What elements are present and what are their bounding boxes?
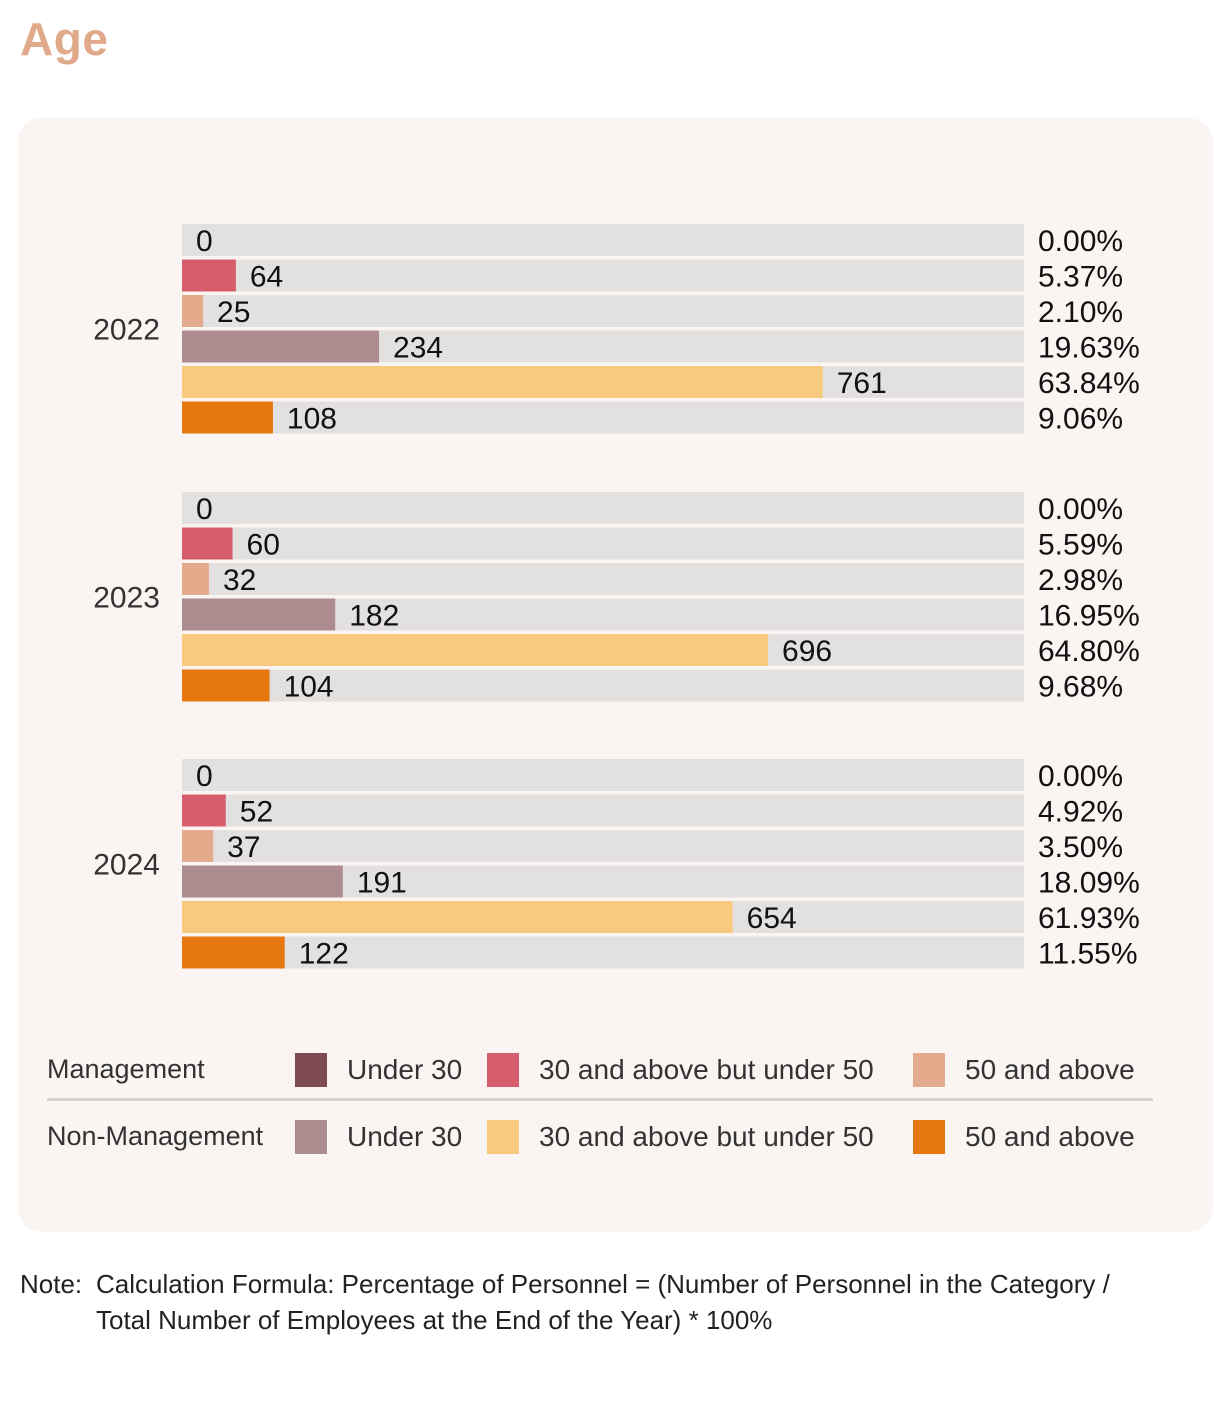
percent-label: 18.09% bbox=[1038, 867, 1140, 900]
bar bbox=[182, 401, 273, 434]
bar-track bbox=[182, 224, 1024, 256]
data-label: 25 bbox=[217, 296, 250, 329]
legend-divider bbox=[47, 1098, 1153, 1101]
bar bbox=[182, 901, 733, 933]
percent-label: 5.37% bbox=[1038, 261, 1123, 294]
legend-item-nonmgmt-50-above: 50 and above bbox=[913, 1120, 1135, 1154]
page-title: Age bbox=[20, 13, 109, 65]
legend-item-mgmt-under-30: Under 30 bbox=[295, 1053, 462, 1087]
data-label: 234 bbox=[393, 332, 443, 365]
data-label: 52 bbox=[240, 796, 273, 829]
data-label: 654 bbox=[747, 902, 797, 935]
legend-swatch bbox=[295, 1120, 327, 1154]
percent-label: 64.80% bbox=[1038, 635, 1140, 668]
bar-track bbox=[182, 669, 1024, 702]
data-label: 0 bbox=[196, 225, 213, 258]
legend-item-nonmgmt-30-50: 30 and above but under 50 bbox=[487, 1120, 874, 1154]
legend-management-label: Management bbox=[47, 1054, 205, 1084]
legend-swatch bbox=[913, 1120, 945, 1154]
bar bbox=[182, 295, 204, 327]
legend-swatch bbox=[913, 1053, 945, 1087]
bar bbox=[182, 563, 209, 595]
data-label: 37 bbox=[227, 831, 260, 864]
data-label: 696 bbox=[782, 635, 832, 668]
data-label: 182 bbox=[349, 600, 399, 633]
legend-swatch bbox=[295, 1053, 327, 1087]
legend-swatch bbox=[487, 1053, 519, 1087]
bar bbox=[182, 936, 285, 969]
legend-non-management-label: Non-Management bbox=[47, 1121, 264, 1151]
group-label-2023: 2023 bbox=[93, 582, 160, 615]
bar-track bbox=[182, 563, 1024, 595]
bar-track bbox=[182, 759, 1024, 791]
percent-label: 5.59% bbox=[1038, 529, 1123, 562]
percent-label: 2.10% bbox=[1038, 296, 1123, 329]
data-label: 60 bbox=[247, 529, 280, 562]
bar-track bbox=[182, 527, 1024, 560]
data-label: 761 bbox=[837, 367, 887, 400]
group-label-2022: 2022 bbox=[93, 314, 160, 347]
bar-track bbox=[182, 830, 1024, 862]
bar-track bbox=[182, 492, 1024, 524]
percent-label: 11.55% bbox=[1038, 938, 1138, 971]
percent-label: 4.92% bbox=[1038, 796, 1123, 829]
percent-label: 0.00% bbox=[1038, 225, 1123, 258]
percent-label: 16.95% bbox=[1038, 600, 1140, 633]
bar bbox=[182, 634, 769, 666]
data-label: 122 bbox=[299, 938, 349, 971]
legend-text: 50 and above bbox=[965, 1121, 1135, 1152]
group-label-2024: 2024 bbox=[93, 849, 160, 882]
percent-label: 3.50% bbox=[1038, 831, 1123, 864]
data-label: 0 bbox=[196, 760, 213, 793]
bar bbox=[182, 366, 823, 398]
bar bbox=[182, 794, 226, 827]
bar-track bbox=[182, 936, 1024, 969]
legend-text: 30 and above but under 50 bbox=[539, 1054, 874, 1085]
bar-track bbox=[182, 259, 1024, 292]
bar bbox=[182, 259, 236, 292]
percent-label: 63.84% bbox=[1038, 367, 1140, 400]
footnote-prefix: Note: bbox=[20, 1269, 83, 1299]
percent-label: 61.93% bbox=[1038, 902, 1140, 935]
data-label: 191 bbox=[357, 867, 407, 900]
bar-track bbox=[182, 401, 1024, 434]
legend-swatch bbox=[487, 1120, 519, 1154]
bar bbox=[182, 598, 336, 631]
percent-label: 9.68% bbox=[1038, 671, 1123, 704]
data-label: 0 bbox=[196, 493, 213, 526]
bar bbox=[182, 527, 233, 560]
legend-item-nonmgmt-under-30: Under 30 bbox=[295, 1120, 462, 1154]
bar bbox=[182, 865, 343, 898]
data-label: 32 bbox=[223, 564, 256, 597]
legend-item-mgmt-30-50: 30 and above but under 50 bbox=[487, 1053, 874, 1087]
data-label: 104 bbox=[284, 671, 334, 704]
percent-label: 0.00% bbox=[1038, 493, 1123, 526]
bar bbox=[182, 330, 380, 363]
bar bbox=[182, 669, 270, 702]
footnote-line-1: Calculation Formula: Percentage of Perso… bbox=[96, 1269, 1110, 1299]
percent-label: 19.63% bbox=[1038, 332, 1140, 365]
legend-text: 50 and above bbox=[965, 1054, 1135, 1085]
bar-chart: 2022 0 0.00% 64 5.37% 25 2.10% 234 19.63% 761 63.8… bbox=[93, 224, 1140, 971]
footnote-line-2: Total Number of Employees at the End of … bbox=[96, 1305, 773, 1335]
data-label: 108 bbox=[287, 403, 337, 436]
legend-text: Under 30 bbox=[347, 1054, 463, 1085]
percent-label: 0.00% bbox=[1038, 760, 1123, 793]
legend-text: Under 30 bbox=[347, 1121, 463, 1152]
legend-non-management-row: Non-Management Under 30 30 and above but… bbox=[47, 1117, 1167, 1157]
data-label: 64 bbox=[250, 261, 283, 294]
legend-management-row: Management Under 30 30 and above but und… bbox=[47, 1050, 1167, 1090]
legend-item-mgmt-50-above: 50 and above bbox=[913, 1053, 1135, 1087]
bar bbox=[182, 830, 214, 862]
footnote-body: Calculation Formula: Percentage of Perso… bbox=[96, 1266, 1206, 1338]
percent-label: 9.06% bbox=[1038, 403, 1123, 436]
percent-label: 2.98% bbox=[1038, 564, 1123, 597]
bar-track bbox=[182, 295, 1024, 327]
legend-text: 30 and above but under 50 bbox=[539, 1121, 874, 1152]
bar-track bbox=[182, 794, 1024, 827]
